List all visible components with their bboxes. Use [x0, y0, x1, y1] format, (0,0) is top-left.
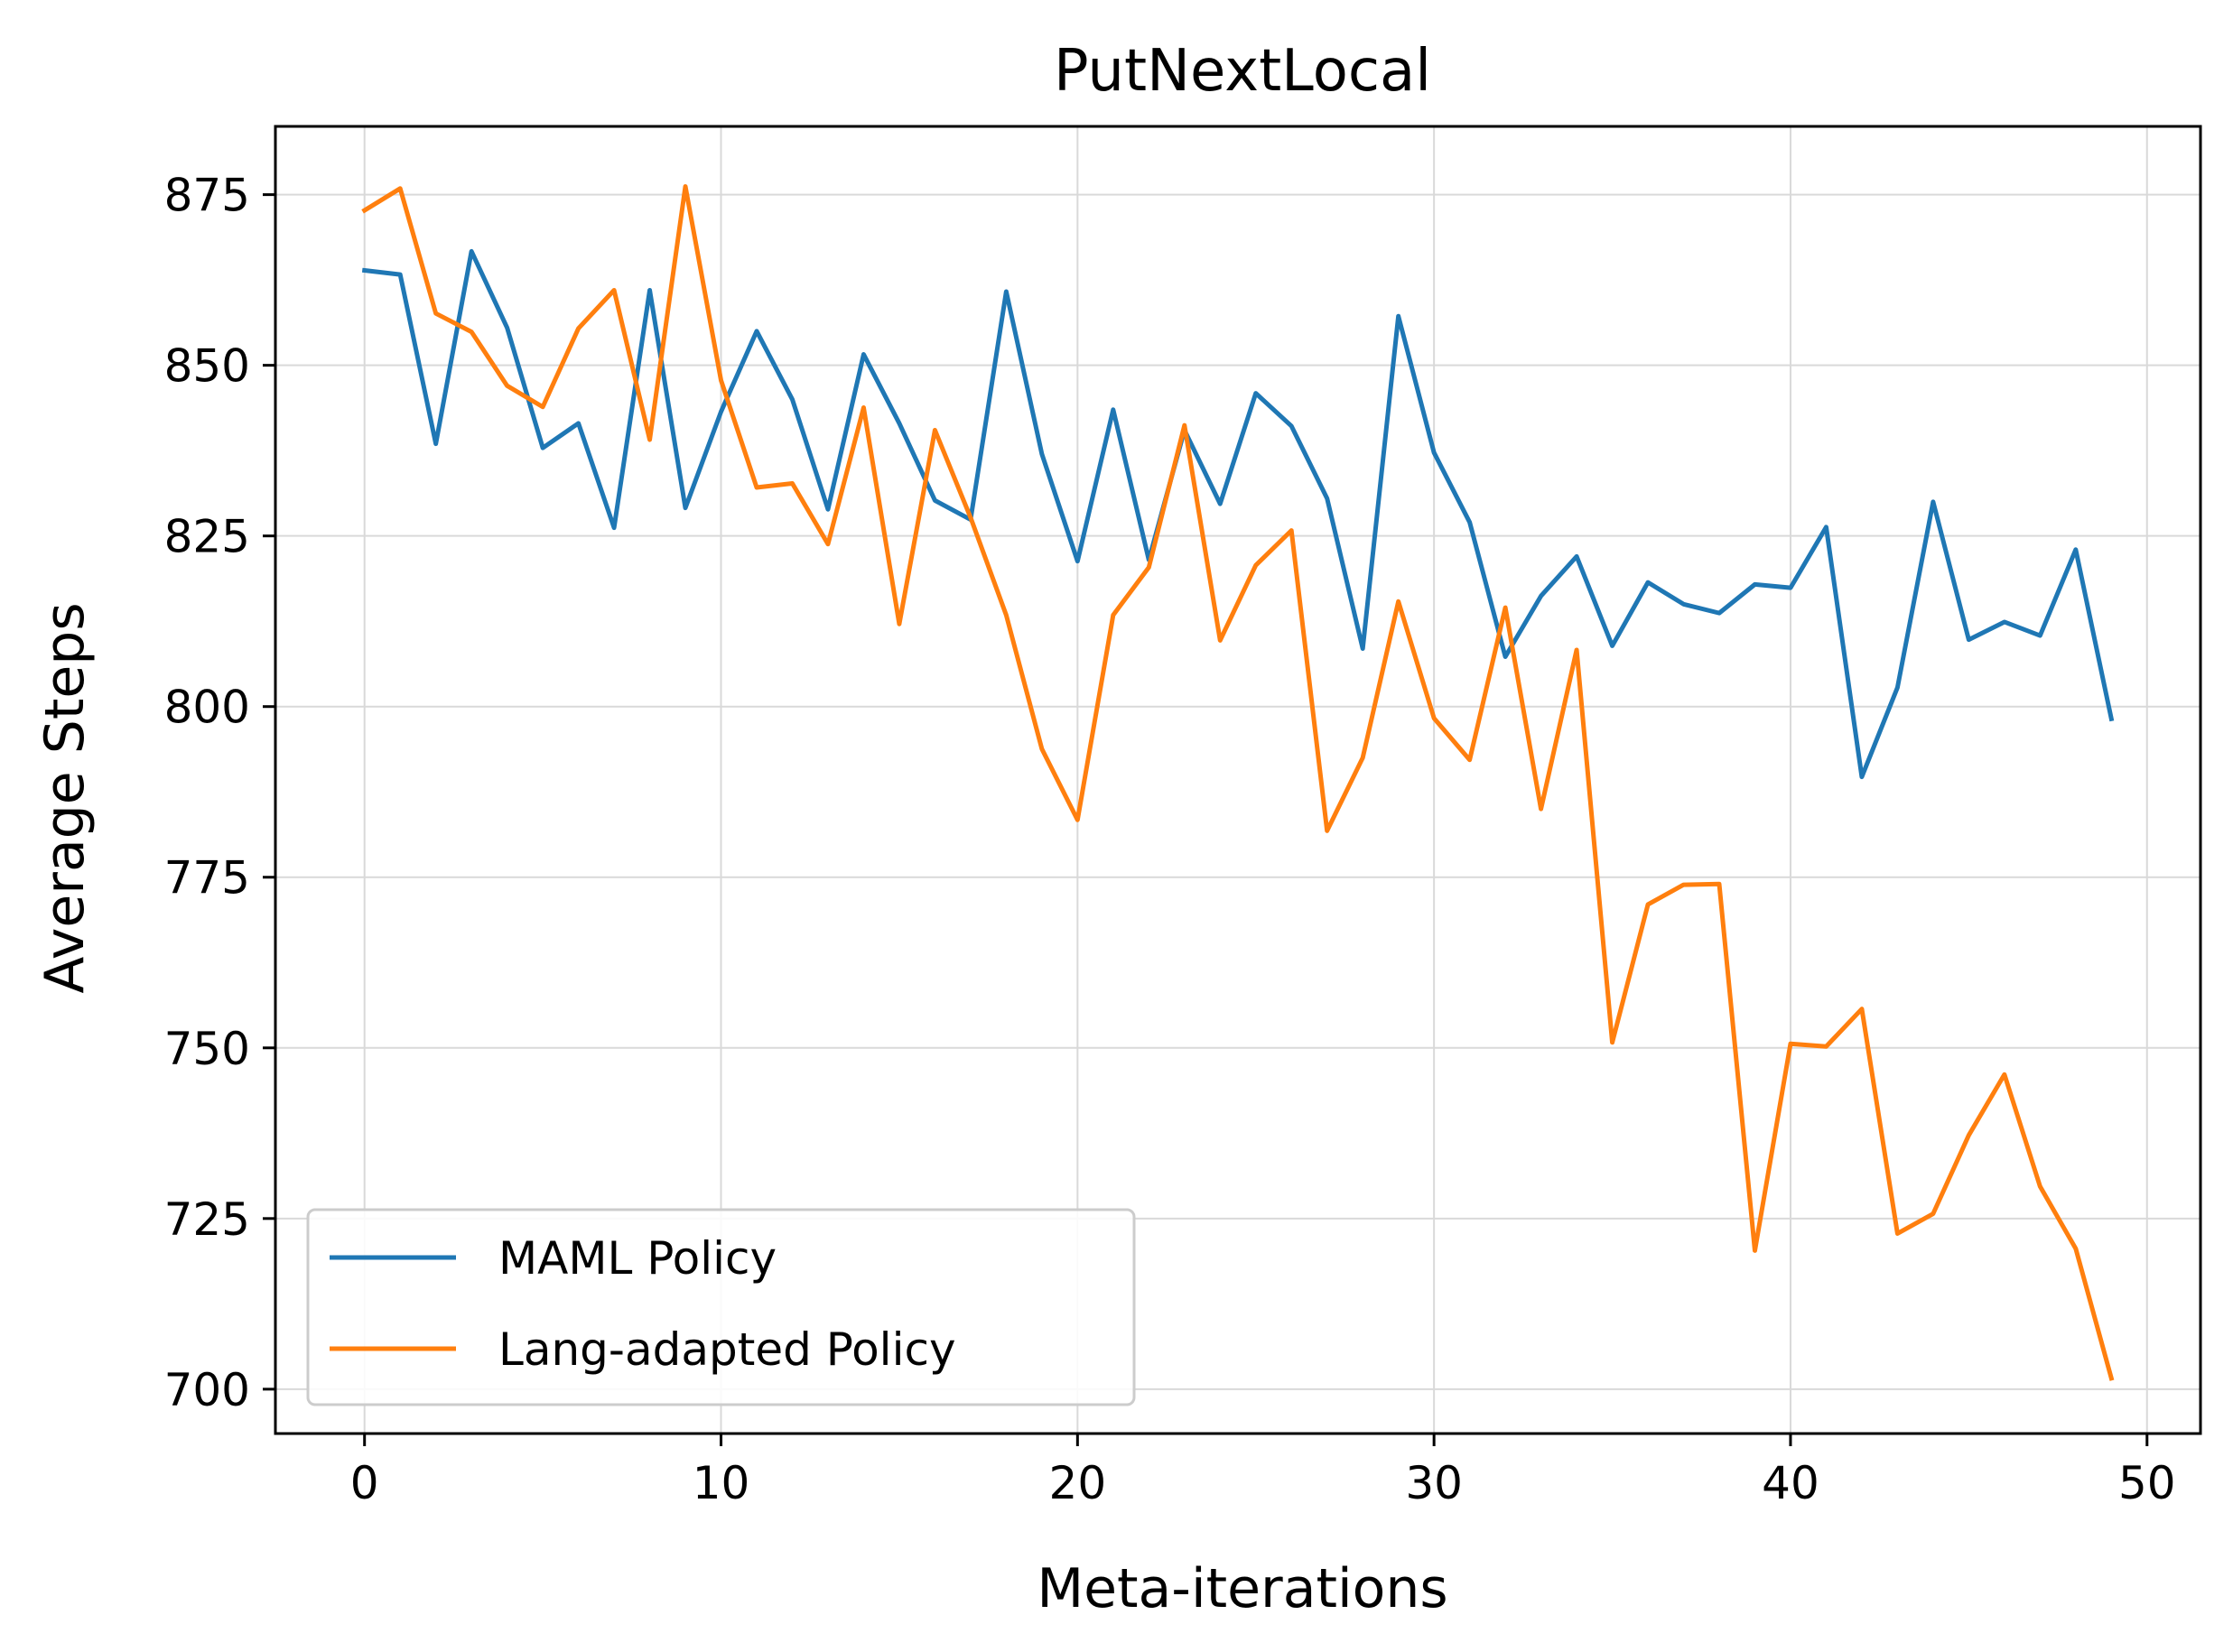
- x-tick-label: 20: [1049, 1457, 1107, 1509]
- x-tick-label: 10: [693, 1457, 750, 1509]
- y-tick-label: 800: [164, 682, 250, 734]
- x-axis-label: Meta-iterations: [1037, 1557, 1447, 1620]
- legend-label-maml: MAML Policy: [498, 1232, 777, 1285]
- plot-lines: [361, 184, 2115, 1381]
- x-tick-label: 30: [1405, 1457, 1463, 1509]
- legend: MAML Policy Lang-adapted Policy: [306, 1208, 1136, 1406]
- series-line-lang-adapted: [361, 184, 2115, 1381]
- x-tick-label: 50: [2118, 1457, 2176, 1509]
- y-axis-label: Average Steps: [33, 602, 97, 993]
- legend-label-lang: Lang-adapted Policy: [498, 1323, 956, 1376]
- series-line-maml: [361, 248, 2115, 780]
- grid-lines: [275, 126, 2200, 1434]
- plot-frame: [274, 125, 2202, 1435]
- y-tick-label: 700: [164, 1364, 250, 1416]
- x-axis-ticks: 0 10 20 30 40 50: [350, 1434, 2176, 1509]
- x-tick-label: 0: [350, 1457, 379, 1509]
- y-tick-label: 850: [164, 340, 250, 393]
- chart-title: PutNextLocal: [1054, 38, 1431, 105]
- y-axis-ticks: 700 725 750 775 800 825 850 875: [164, 170, 275, 1416]
- y-tick-label: 750: [164, 1023, 250, 1075]
- y-tick-label: 875: [164, 170, 250, 222]
- x-tick-label: 40: [1762, 1457, 1819, 1509]
- y-tick-label: 825: [164, 511, 250, 563]
- legend-box: [306, 1208, 1136, 1406]
- y-tick-label: 775: [164, 852, 250, 905]
- y-tick-label: 725: [164, 1193, 250, 1246]
